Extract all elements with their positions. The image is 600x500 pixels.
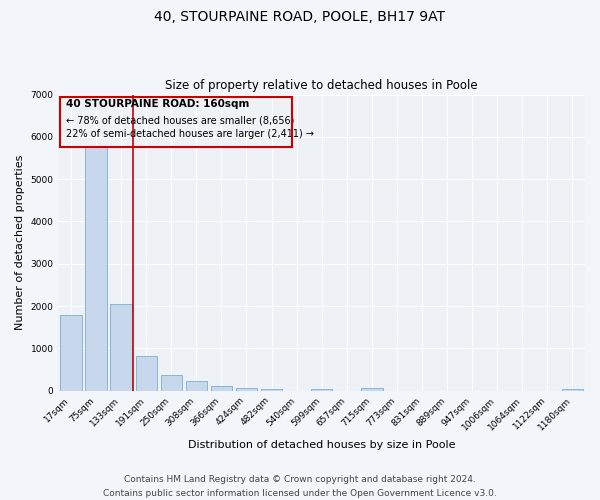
Bar [236,388,257,390]
Bar [85,148,107,390]
Bar [261,388,282,390]
Bar [211,386,232,390]
Title: Size of property relative to detached houses in Poole: Size of property relative to detached ho… [166,79,478,92]
Text: ← 78% of detached houses are smaller (8,656): ← 78% of detached houses are smaller (8,… [65,115,294,125]
Bar [136,356,157,390]
Bar [161,375,182,390]
Bar [311,388,332,390]
X-axis label: Distribution of detached houses by size in Poole: Distribution of detached houses by size … [188,440,455,450]
Text: Contains HM Land Registry data © Crown copyright and database right 2024.
Contai: Contains HM Land Registry data © Crown c… [103,476,497,498]
Bar [60,316,82,390]
Text: 22% of semi-detached houses are larger (2,411) →: 22% of semi-detached houses are larger (… [65,129,314,139]
Bar [110,304,132,390]
Bar [562,388,583,390]
Bar [185,382,207,390]
Y-axis label: Number of detached properties: Number of detached properties [15,155,25,330]
Text: 40, STOURPAINE ROAD, POOLE, BH17 9AT: 40, STOURPAINE ROAD, POOLE, BH17 9AT [155,10,445,24]
Bar [361,388,383,390]
Text: 40 STOURPAINE ROAD: 160sqm: 40 STOURPAINE ROAD: 160sqm [65,99,249,109]
